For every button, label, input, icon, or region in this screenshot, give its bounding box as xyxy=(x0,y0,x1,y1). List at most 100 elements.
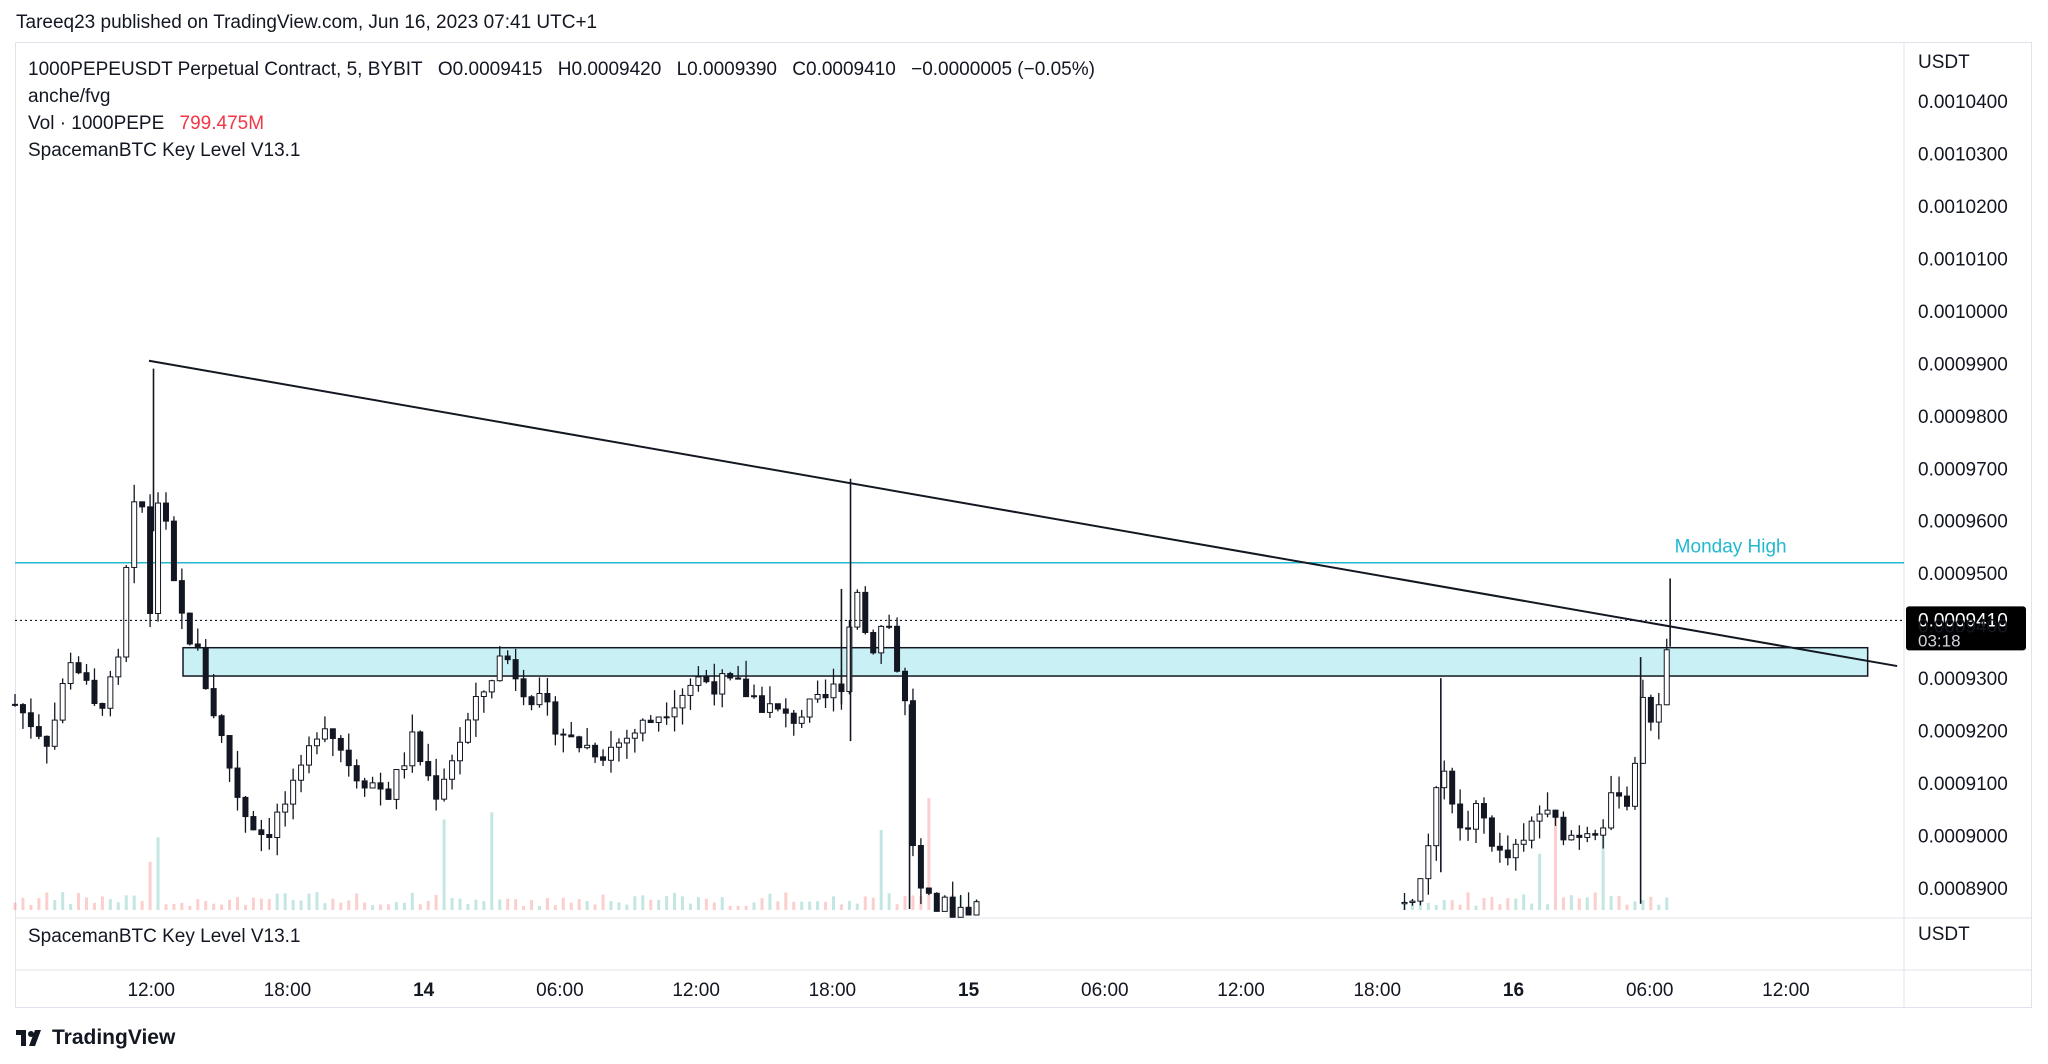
candle-body xyxy=(417,731,424,763)
volume-bar xyxy=(1514,898,1518,910)
volume-bar xyxy=(593,904,597,910)
candle-body xyxy=(504,655,511,661)
candle-body xyxy=(155,502,162,614)
price-tick-label: 0.0009100 xyxy=(1918,774,2008,795)
candle-body xyxy=(751,695,758,698)
time-tick-label: 06:00 xyxy=(1081,980,1129,1001)
candle-body xyxy=(822,694,829,699)
time-tick-label: 14 xyxy=(413,980,435,1001)
volume-bar xyxy=(577,899,581,910)
candle-body xyxy=(401,765,408,771)
candle-body xyxy=(242,796,249,818)
legend-symbol[interactable]: 1000PEPEUSDT Perpetual Contract, 5, BYBI… xyxy=(28,59,423,80)
volume-bar xyxy=(704,898,708,910)
price-tick-label: 0.0008900 xyxy=(1918,879,2008,900)
volume-bar xyxy=(418,904,422,910)
candle-body xyxy=(623,737,630,744)
candle-body xyxy=(695,676,702,686)
candle-body xyxy=(933,892,940,912)
volume-bar xyxy=(657,899,661,910)
candle-body xyxy=(1473,803,1480,830)
time-tick-label: 18:00 xyxy=(809,980,857,1001)
candle-body xyxy=(1663,649,1670,706)
candle-body xyxy=(1536,813,1543,822)
candle-body xyxy=(147,506,154,614)
price-tick-label: 0.0010100 xyxy=(1918,249,2008,270)
volume-bar xyxy=(887,893,891,910)
candle-body xyxy=(83,672,90,681)
volume-bar xyxy=(21,897,25,910)
volume-bar xyxy=(879,830,883,910)
candle-body xyxy=(774,703,781,710)
volume-bar xyxy=(283,893,287,910)
volume-bars xyxy=(13,798,1669,910)
price-tick-label: 0.0009900 xyxy=(1918,354,2008,375)
candle-body xyxy=(886,625,893,628)
tradingview-brand: TradingView xyxy=(52,1026,176,1049)
volume-bar xyxy=(768,893,772,910)
candle-body xyxy=(663,716,670,719)
legend-symbol-row: 1000PEPEUSDT Perpetual Contract, 5, BYBI… xyxy=(28,56,1095,83)
candle-body xyxy=(170,520,177,582)
candle-body xyxy=(679,694,686,709)
candle-body xyxy=(536,692,543,706)
trendline-segment[interactable] xyxy=(148,359,1898,668)
candle-body xyxy=(727,673,734,679)
volume-bar xyxy=(927,798,931,910)
volume-bar xyxy=(371,905,375,910)
candle-body xyxy=(464,719,471,743)
volume-bar xyxy=(847,900,851,910)
price-tick-label: 0.0010000 xyxy=(1918,302,2008,323)
volume-bar xyxy=(744,905,748,910)
candle-body xyxy=(472,695,479,721)
volume-bar xyxy=(172,903,176,910)
candle-body xyxy=(194,643,201,649)
price-scale-currency[interactable]: USDT xyxy=(1918,52,1970,73)
candle-body xyxy=(202,647,209,690)
candle-body xyxy=(806,698,813,718)
candle-body xyxy=(766,703,773,713)
time-tick-label: 06:00 xyxy=(1626,980,1674,1001)
candle-body xyxy=(480,691,487,697)
candle-body xyxy=(1457,803,1464,829)
legend-volume-row[interactable]: Vol · 1000PEPE 799.475M xyxy=(28,110,1095,137)
candle-body xyxy=(51,719,58,747)
candle-body xyxy=(870,631,877,654)
candle-body xyxy=(1480,803,1487,819)
pane2-indicator-label[interactable]: SpacemanBTC Key Level V13.1 xyxy=(28,926,301,947)
candle-body xyxy=(75,662,82,674)
bar-countdown: 03:18 xyxy=(1918,631,1961,650)
candle-body xyxy=(306,745,313,766)
candle-body xyxy=(782,708,789,714)
volume-bar xyxy=(228,899,232,910)
legend-volume-label: Vol · 1000PEPE xyxy=(28,113,165,134)
volume-bar xyxy=(776,901,780,910)
monday-high-line: Monday High xyxy=(15,537,1904,564)
price-tick-label: 0.0009400 xyxy=(1918,617,2008,638)
volume-bar xyxy=(696,897,700,910)
candle-body xyxy=(854,591,861,628)
tradingview-logo[interactable]: TradingView xyxy=(16,1026,175,1050)
candle-body xyxy=(369,782,376,789)
candle-body xyxy=(830,683,837,699)
legend-low: L0.0009390 xyxy=(676,59,777,80)
candle-body xyxy=(902,670,909,702)
candle-body xyxy=(162,502,169,522)
candle-body xyxy=(894,625,901,672)
candle-body xyxy=(719,673,726,695)
candle-body xyxy=(488,680,495,693)
current-price-tag[interactable] xyxy=(1906,606,2026,651)
candle-body xyxy=(655,716,662,724)
volume-bar xyxy=(1458,904,1462,910)
volume-bar xyxy=(442,819,446,910)
volume-bar xyxy=(140,900,144,910)
legend-indicator-keylevel[interactable]: SpacemanBTC Key Level V13.1 xyxy=(28,140,301,161)
volume-bar xyxy=(379,904,383,910)
volume-bar xyxy=(394,902,398,910)
candle-body xyxy=(123,566,130,658)
candle-body xyxy=(600,756,607,761)
legend-indicator-fvg[interactable]: anche/fvg xyxy=(28,86,111,107)
volume-bar xyxy=(156,837,160,910)
volume-bar xyxy=(37,898,41,910)
